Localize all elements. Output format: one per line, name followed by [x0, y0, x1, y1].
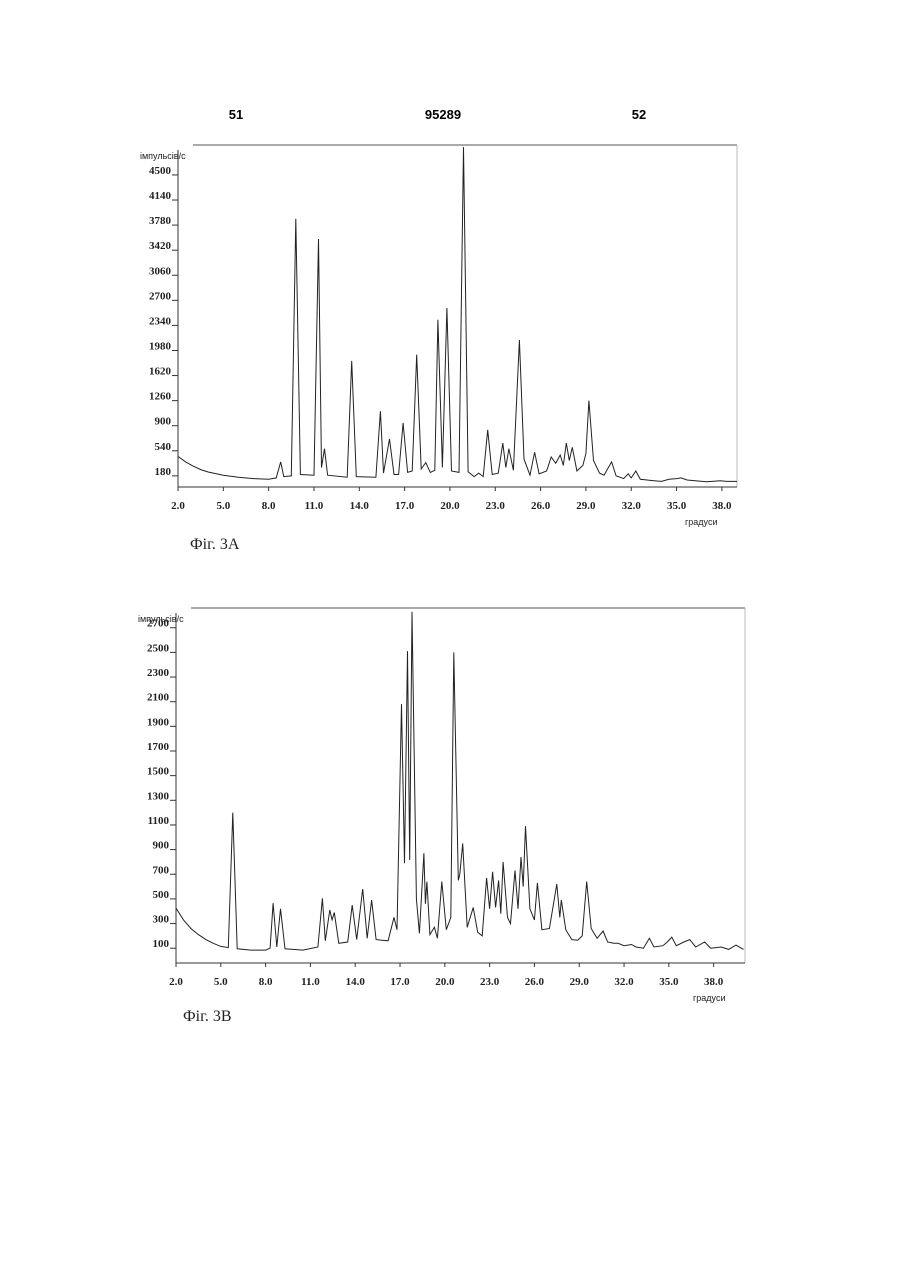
- x-tick-label: 38.0: [712, 500, 732, 512]
- page-number: 51: [229, 107, 243, 122]
- y-tick-label: 300: [153, 914, 170, 926]
- x-tick-label: 14.0: [346, 976, 366, 988]
- x-tick-label: 35.0: [667, 500, 687, 512]
- x-tick-label: 29.0: [570, 976, 590, 988]
- y-tick-label: 1500: [147, 766, 170, 778]
- y-tick-label: 1900: [147, 716, 170, 728]
- y-tick-label: 180: [155, 466, 172, 478]
- patent-number: 95289: [425, 107, 461, 122]
- y-axis-label: імпульсів/с: [138, 614, 184, 624]
- y-tick-label: 1700: [147, 741, 170, 753]
- x-tick-label: 32.0: [614, 976, 634, 988]
- y-tick-label: 3780: [149, 215, 172, 227]
- x-axis-label: градуси: [685, 517, 717, 527]
- x-tick-label: 5.0: [214, 976, 228, 988]
- x-tick-label: 17.0: [395, 500, 415, 512]
- x-tick-label: 11.0: [305, 500, 324, 512]
- page-number: 52: [632, 107, 646, 122]
- y-tick-label: 2340: [149, 315, 172, 327]
- x-tick-label: 38.0: [704, 976, 724, 988]
- y-tick-label: 4500: [149, 165, 172, 177]
- y-axis-label: імпульсів/с: [140, 151, 186, 161]
- x-tick-label: 23.0: [480, 976, 500, 988]
- diffractogram-line: [176, 612, 744, 950]
- x-axis-label: градуси: [693, 993, 725, 1003]
- y-tick-label: 900: [153, 840, 170, 852]
- x-tick-label: 32.0: [622, 500, 642, 512]
- y-tick-label: 4140: [149, 190, 172, 202]
- y-tick-label: 2500: [147, 642, 170, 654]
- y-tick-label: 2100: [147, 692, 170, 704]
- x-tick-label: 29.0: [576, 500, 596, 512]
- y-tick-label: 100: [153, 938, 170, 950]
- x-tick-label: 2.0: [171, 500, 185, 512]
- x-tick-label: 17.0: [390, 976, 410, 988]
- figure-caption: Фіг. 3А: [190, 536, 240, 553]
- x-tick-label: 11.0: [301, 976, 320, 988]
- diffractogram-line: [178, 147, 737, 482]
- y-tick-label: 3420: [149, 240, 172, 252]
- y-tick-label: 1980: [149, 340, 172, 352]
- x-tick-label: 26.0: [531, 500, 551, 512]
- y-tick-label: 3060: [149, 265, 172, 277]
- x-tick-label: 14.0: [350, 500, 370, 512]
- y-tick-label: 1620: [149, 366, 172, 378]
- x-tick-label: 23.0: [486, 500, 506, 512]
- x-tick-label: 2.0: [169, 976, 183, 988]
- figure-caption: Фіг. 3В: [183, 1008, 232, 1025]
- y-tick-label: 1300: [147, 790, 170, 802]
- document: 51 95289 52 180 540 900 1260 1620 1980 2340 270…: [0, 0, 901, 1273]
- page: 51 95289 52 180 540 900 1260 1620 1980 2340 270…: [0, 0, 901, 1273]
- x-tick-label: 8.0: [259, 976, 273, 988]
- y-tick-label: 2300: [147, 667, 170, 679]
- y-tick-label: 700: [153, 864, 170, 876]
- y-tick-label: 900: [155, 416, 172, 428]
- y-tick-label: 2700: [149, 290, 172, 302]
- x-tick-label: 8.0: [262, 500, 276, 512]
- y-tick-label: 540: [155, 441, 172, 453]
- x-tick-label: 20.0: [435, 976, 455, 988]
- y-tick-label: 500: [153, 889, 170, 901]
- y-tick-label: 1100: [148, 815, 170, 827]
- x-tick-label: 20.0: [440, 500, 460, 512]
- x-tick-label: 5.0: [216, 500, 230, 512]
- x-tick-label: 35.0: [659, 976, 679, 988]
- y-tick-label: 1260: [149, 391, 172, 403]
- x-tick-label: 26.0: [525, 976, 545, 988]
